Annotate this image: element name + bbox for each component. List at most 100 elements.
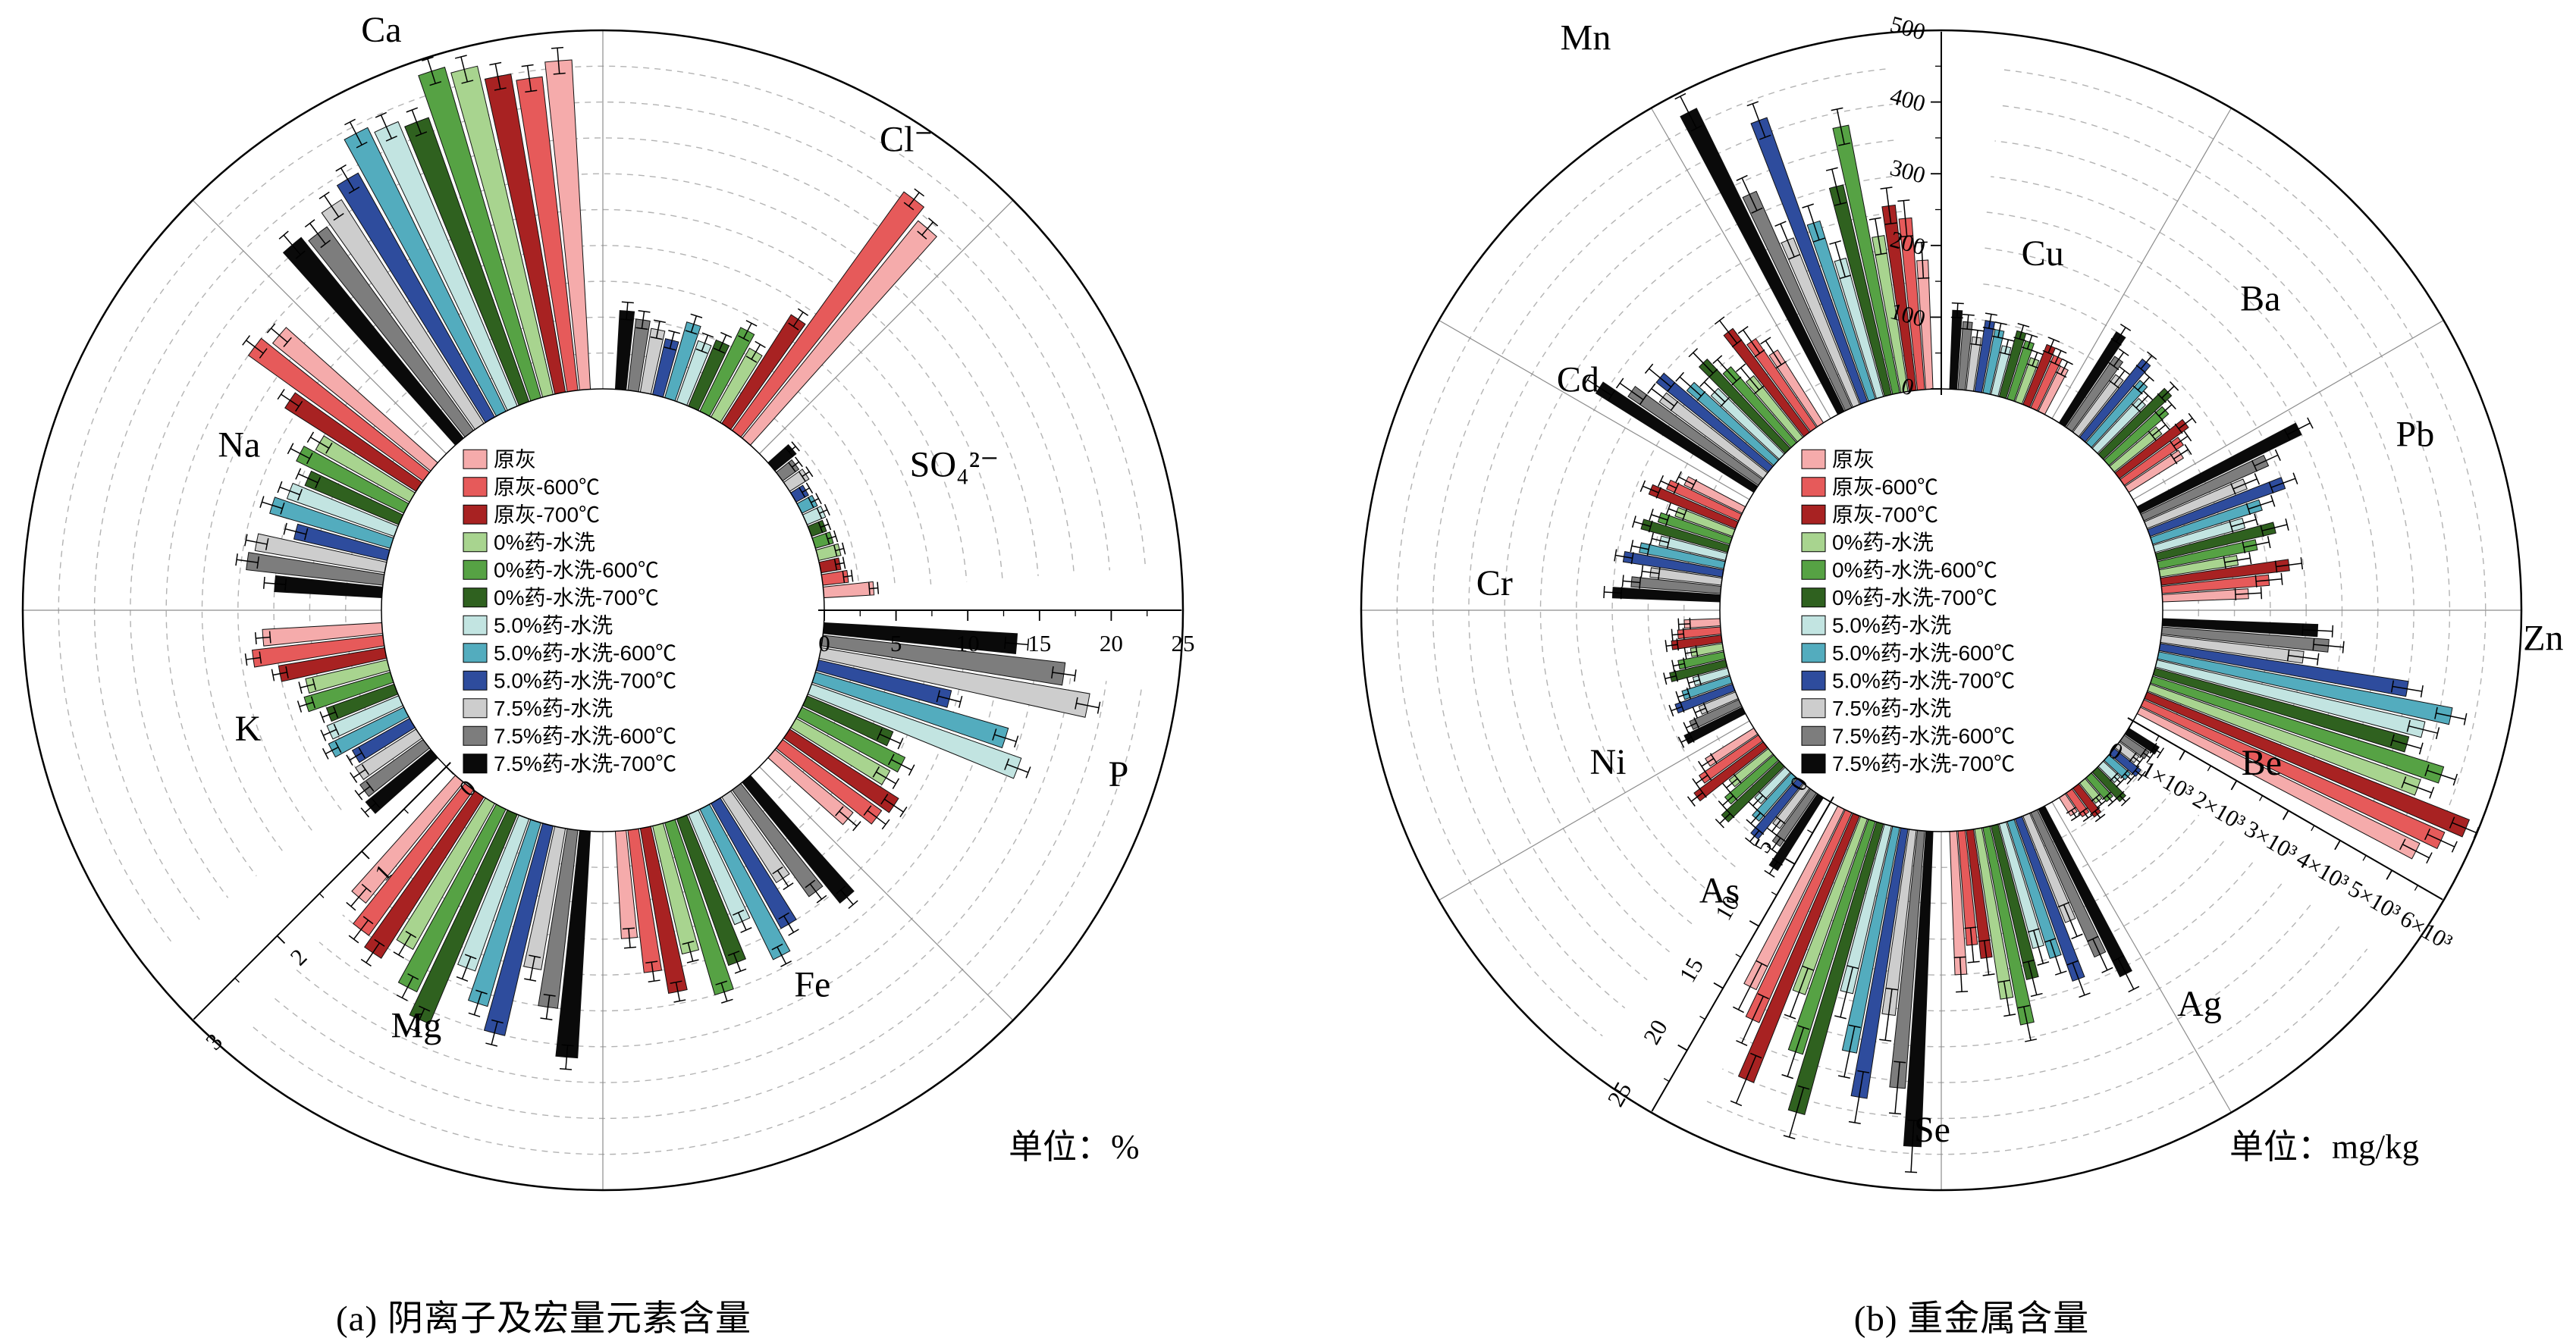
axis-tick — [2230, 780, 2238, 791]
legend-swatch — [463, 725, 488, 746]
sector-Cd — [1583, 316, 1825, 493]
error-bar — [320, 723, 340, 741]
error-bar — [2089, 807, 2106, 822]
error-bar — [2406, 719, 2440, 740]
axis-tick-label: 15 — [1028, 630, 1051, 656]
error-bar — [1825, 167, 1847, 206]
legend-swatch — [1801, 754, 1826, 774]
error-bar — [1744, 826, 1765, 846]
error-bar — [1766, 834, 1786, 854]
sector-Mn — [1674, 92, 1934, 415]
axis-tick — [1821, 796, 1831, 803]
error-bar — [1848, 1070, 1870, 1125]
error-bar — [1802, 203, 1825, 243]
error-bar — [468, 989, 488, 1017]
error-bar — [2229, 513, 2259, 533]
error-bar — [778, 912, 799, 936]
legend-swatch — [463, 477, 488, 497]
error-bar — [266, 323, 292, 347]
error-bar — [259, 496, 285, 515]
error-bar — [1746, 808, 1765, 829]
error-bar — [2223, 552, 2252, 569]
error-bar — [2174, 412, 2197, 434]
error-bar — [787, 456, 803, 473]
error-bar — [2110, 323, 2132, 346]
figure-dual-polar-charts: 原灰 原灰-600℃ 原灰-700℃ 0%药-水洗 0%药-水洗-600℃ 0%药-水洗-… — [21, 10, 2564, 1339]
error-bar — [2157, 381, 2179, 403]
error-bar — [1829, 240, 1852, 280]
legend-swatch — [463, 670, 488, 691]
sector-spoke — [1650, 108, 1831, 419]
error-bar — [1686, 787, 1707, 807]
legend-item: 7.5%药-水洗-700℃ — [1801, 752, 2015, 775]
legend-item: 原灰-700℃ — [1801, 503, 1938, 526]
error-bar — [2251, 449, 2281, 472]
error-bar — [733, 909, 752, 933]
error-bar — [2424, 828, 2458, 853]
legend-swatch — [1801, 477, 1826, 497]
error-bar — [2149, 742, 2165, 759]
error-bar — [1665, 503, 1688, 521]
axis-line — [1651, 796, 1834, 1112]
legend-swatch — [1801, 504, 1826, 525]
axis-minor-tick — [1807, 829, 1813, 834]
legend-swatch — [463, 754, 488, 774]
sector-Ag — [1949, 805, 2140, 1042]
error-bar — [992, 728, 1019, 748]
legend-item: 5.0%药-水洗-700℃ — [1801, 669, 2015, 692]
error-bar — [1583, 374, 1616, 401]
error-bar — [1915, 241, 1930, 280]
error-bar — [2254, 572, 2283, 587]
error-bar — [551, 46, 566, 75]
error-bar — [2242, 536, 2271, 554]
axis-minor-tick — [403, 808, 409, 814]
error-bar — [1748, 791, 1768, 811]
legend-item: 0%药-水洗-600℃ — [1801, 558, 1997, 581]
legend-label: 7.5%药-水洗-700℃ — [1832, 752, 2015, 775]
legend-item: 5.0%药-水洗-600℃ — [463, 641, 676, 665]
error-bar — [836, 885, 858, 909]
legend-label: 0%药-水洗-600℃ — [1832, 558, 1997, 581]
error-bar — [816, 503, 830, 519]
error-bar — [1982, 312, 1997, 331]
legend-item: 5.0%药-水洗-600℃ — [1801, 641, 2015, 665]
error-bar — [1683, 645, 1699, 660]
error-bar — [887, 754, 915, 776]
legend-label: 7.5%药-水洗-600℃ — [494, 724, 676, 747]
sector-Se — [1730, 805, 1934, 1173]
error-bar — [2112, 955, 2140, 993]
error-bar — [319, 706, 339, 723]
error-bar — [1630, 540, 1651, 556]
error-bar — [1051, 666, 1077, 682]
legend-item: 7.5%药-水洗-700℃ — [463, 752, 676, 775]
axis-notch — [2110, 703, 2464, 970]
axis-notch — [143, 741, 463, 1051]
error-bar — [559, 1044, 574, 1070]
error-bar — [880, 794, 908, 818]
error-bar — [1644, 363, 1676, 393]
sector-spoke — [2051, 108, 2232, 419]
legend-swatch — [1801, 698, 1826, 719]
error-bar — [1647, 383, 1679, 412]
error-bar — [2087, 935, 2113, 973]
error-bar — [271, 666, 289, 681]
error-bar — [2129, 751, 2145, 768]
error-bar — [1764, 857, 1783, 878]
axis-minor-tick — [1663, 1077, 1670, 1083]
error-bar — [1004, 636, 1030, 651]
error-bar — [2108, 348, 2129, 371]
axis-tick — [2386, 869, 2393, 880]
axis-tick — [361, 851, 370, 860]
error-bar — [1888, 1061, 1906, 1115]
error-bar — [295, 468, 322, 489]
error-bar — [1714, 316, 1743, 348]
error-bar — [2066, 960, 2091, 998]
error-bar — [833, 556, 846, 571]
legend-item: 0%药-水洗 — [463, 531, 595, 554]
axis-tick — [1713, 982, 1724, 989]
sector-spoke — [759, 199, 1014, 454]
sector-label-Se: Se — [1914, 1110, 1950, 1150]
legend-item: 原灰 — [1801, 447, 1875, 471]
sector-label-Na: Na — [218, 425, 260, 465]
